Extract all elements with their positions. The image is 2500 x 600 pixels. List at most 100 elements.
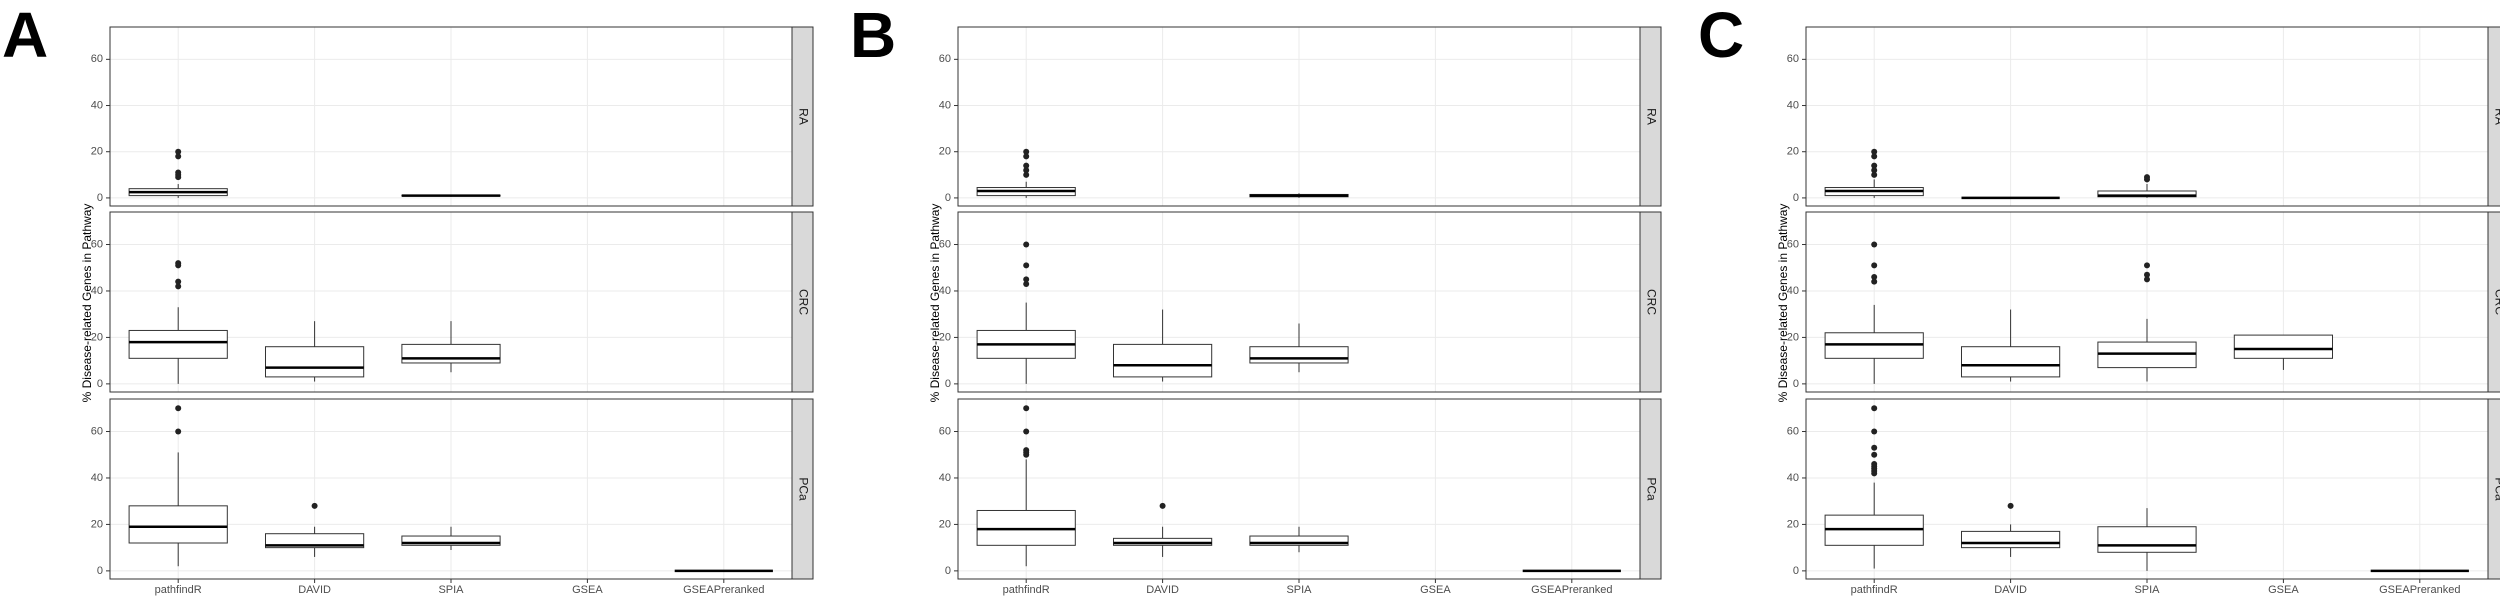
- y-tick-label: 40: [1787, 99, 1799, 111]
- outlier: [175, 405, 182, 412]
- outlier: [1023, 153, 1030, 160]
- y-axis-title: % Disease-related Genes in Pathway: [80, 204, 94, 403]
- y-tick-label: 60: [939, 425, 951, 437]
- y-axis-title: % Disease-related Genes in Pathway: [928, 204, 942, 403]
- x-tick-label: pathfindR: [155, 584, 202, 596]
- facet-strip: [2487, 398, 2500, 580]
- panel-label: C: [1698, 0, 1744, 71]
- y-tick-label: 0: [945, 565, 951, 577]
- y-tick-label: 60: [91, 53, 103, 65]
- y-tick-label: 0: [97, 565, 103, 577]
- box: [1960, 346, 2061, 378]
- outlier: [1023, 171, 1030, 178]
- outlier: [1871, 405, 1878, 412]
- x-tick-label: pathfindR: [1003, 584, 1050, 596]
- outlier: [1871, 241, 1878, 248]
- outlier: [175, 428, 182, 435]
- outlier: [1871, 148, 1878, 155]
- y-tick-label: 40: [91, 285, 103, 297]
- outlier: [1871, 153, 1878, 160]
- outlier: [1023, 162, 1030, 169]
- facet-strip-label: CRC: [1644, 289, 1658, 315]
- y-tick-label: 0: [97, 378, 103, 390]
- facet-strip-label: RA: [796, 108, 810, 125]
- outlier: [175, 278, 182, 285]
- box: [128, 505, 228, 544]
- y-tick-label: 40: [939, 99, 951, 111]
- facet-strip-label: CRC: [2492, 289, 2500, 315]
- outlier: [1871, 167, 1878, 174]
- y-tick-label: 0: [1793, 565, 1799, 577]
- outlier: [2144, 262, 2150, 269]
- outlier: [2144, 271, 2150, 278]
- y-tick-label: 20: [91, 146, 103, 158]
- x-tick-label: DAVID: [298, 584, 331, 596]
- outlier: [1871, 171, 1878, 178]
- y-tick-label: 20: [939, 331, 951, 343]
- outlier: [1871, 162, 1878, 169]
- facet-strip: [1639, 26, 1662, 207]
- y-tick-label: 60: [1787, 238, 1799, 250]
- y-tick-label: 0: [1793, 378, 1799, 390]
- y-tick-label: 0: [1793, 192, 1799, 204]
- outlier: [175, 153, 182, 160]
- box: [1249, 346, 1349, 364]
- outlier: [1871, 444, 1878, 451]
- box: [264, 346, 365, 378]
- outlier: [175, 283, 182, 290]
- y-tick-label: 40: [1787, 285, 1799, 297]
- x-tick-label: SPIA: [438, 584, 464, 596]
- y-tick-label: 40: [939, 285, 951, 297]
- y-tick-label: 20: [1787, 146, 1799, 158]
- outlier: [1023, 428, 1030, 435]
- facet-strip: [1639, 398, 1662, 580]
- facet-strip: [2487, 211, 2500, 393]
- facet-strip: [791, 398, 814, 580]
- y-tick-label: 60: [91, 238, 103, 250]
- outlier: [1023, 241, 1030, 248]
- outlier: [2144, 174, 2150, 181]
- outlier: [1023, 167, 1030, 174]
- outlier: [1871, 461, 1878, 468]
- box: [401, 343, 501, 364]
- box: [1249, 535, 1349, 546]
- box: [128, 329, 228, 359]
- outlier: [1023, 262, 1030, 269]
- facet-strip-label: RA: [1644, 108, 1658, 125]
- x-tick-label: GSEAPreranked: [1531, 584, 1612, 596]
- outlier: [1871, 262, 1878, 269]
- outlier: [2007, 502, 2014, 509]
- outlier: [311, 502, 318, 509]
- facet-strip-label: PCa: [2492, 477, 2500, 501]
- outlier: [1023, 148, 1030, 155]
- y-tick-label: 0: [97, 192, 103, 204]
- y-tick-label: 20: [91, 331, 103, 343]
- outlier: [175, 148, 182, 155]
- x-tick-label: GSEA: [1420, 584, 1451, 596]
- box: [2097, 526, 2197, 553]
- x-tick-label: pathfindR: [1851, 584, 1898, 596]
- x-tick-label: SPIA: [2134, 584, 2160, 596]
- x-tick-label: GSEAPreranked: [2379, 584, 2460, 596]
- box: [401, 535, 501, 546]
- box: [1112, 343, 1213, 378]
- x-tick-label: SPIA: [1286, 584, 1312, 596]
- outlier: [1871, 428, 1878, 435]
- y-tick-label: 40: [91, 472, 103, 484]
- outlier: [1023, 447, 1030, 454]
- outlier: [1871, 274, 1878, 281]
- panel-label: B: [850, 0, 896, 71]
- y-tick-label: 0: [945, 378, 951, 390]
- y-tick-label: 20: [1787, 518, 1799, 530]
- outlier: [2144, 276, 2150, 283]
- outlier: [1023, 405, 1030, 412]
- y-tick-label: 0: [945, 192, 951, 204]
- x-tick-label: DAVID: [1146, 584, 1179, 596]
- x-tick-label: GSEA: [572, 584, 603, 596]
- outlier: [175, 169, 182, 176]
- outlier: [1871, 278, 1878, 285]
- facet-strip-label: PCa: [796, 477, 810, 501]
- x-tick-label: DAVID: [1994, 584, 2027, 596]
- y-tick-label: 40: [1787, 472, 1799, 484]
